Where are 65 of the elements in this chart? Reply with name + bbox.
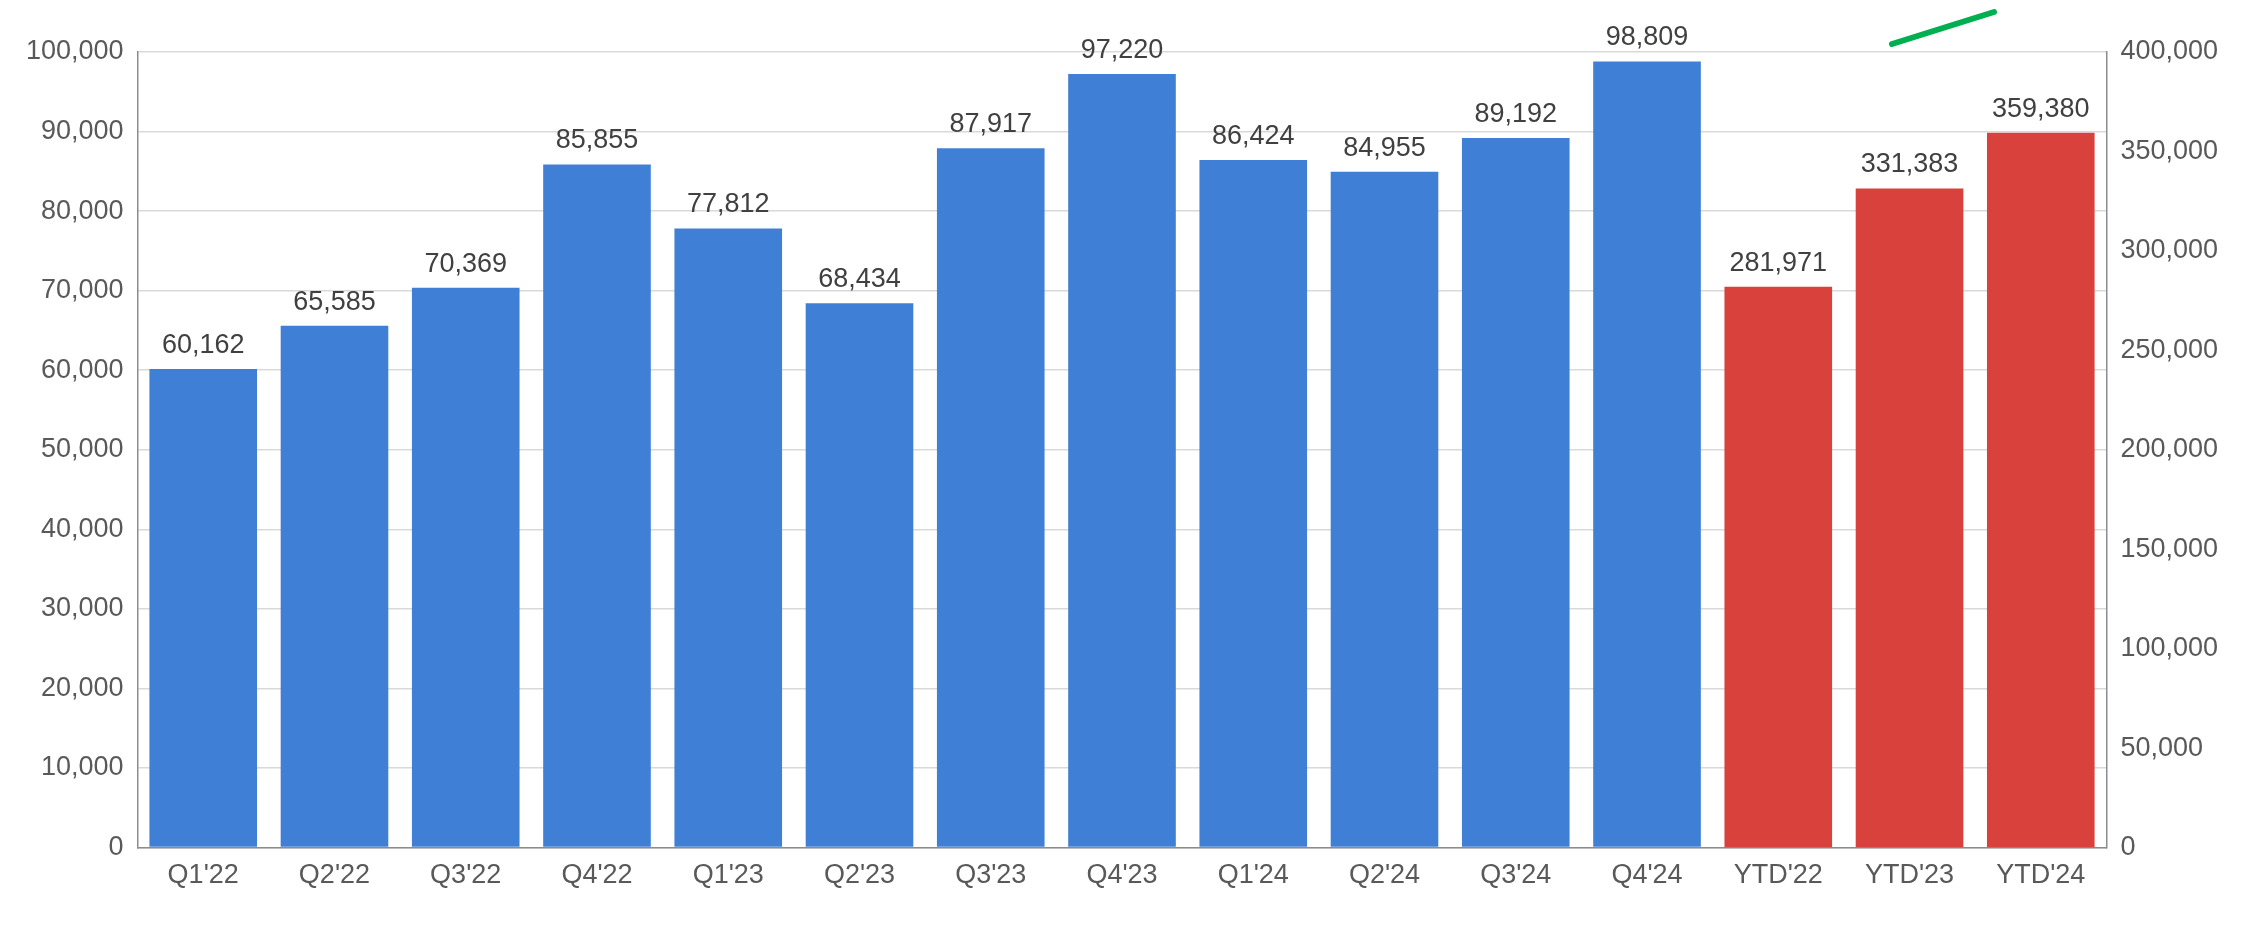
y2-tick-label: 350,000: [2120, 134, 2219, 165]
y-tick-label: 90,000: [41, 115, 124, 146]
x-tick-label: Q3'23: [955, 859, 1027, 890]
data-label: 86,424: [1211, 119, 1295, 150]
y2-tick-label: 50,000: [2120, 731, 2203, 762]
x-tick-label: Q4'22: [561, 859, 633, 890]
data-label: 84,955: [1343, 131, 1426, 162]
y-tick-label: 30,000: [41, 592, 124, 623]
bar: [543, 164, 651, 847]
x-tick-label: Q1'23: [692, 859, 764, 890]
y-tick-label: 50,000: [41, 433, 124, 464]
x-tick-label: Q1'22: [167, 859, 239, 890]
x-tick-label: Q4'23: [1086, 859, 1158, 890]
data-label: 97,220: [1080, 34, 1164, 65]
y-tick-label: 70,000: [41, 274, 124, 305]
x-tick-label: Q3'22: [430, 859, 502, 890]
y-tick-label: 0: [108, 831, 124, 862]
bar: [1330, 171, 1439, 847]
y2-tick-label: 200,000: [2120, 433, 2219, 464]
bar: [1724, 286, 1833, 848]
bar: [1593, 61, 1701, 847]
bar: [805, 303, 914, 847]
x-tick-label: Q3'24: [1480, 859, 1552, 890]
y-tick-label: 60,000: [41, 353, 124, 384]
x-tick-label: Q1'24: [1217, 859, 1289, 890]
x-tick-label: YTD'23: [1864, 859, 1955, 890]
bar: [149, 368, 258, 847]
y2-tick-label: 300,000: [2120, 234, 2219, 265]
y-tick-label: 80,000: [41, 194, 124, 225]
x-tick-label: Q4'24: [1611, 859, 1683, 890]
y-tick-label: 100,000: [25, 35, 124, 66]
data-label: 70,369: [424, 247, 508, 278]
x-tick-label: Q2'23: [823, 859, 896, 890]
bar: [1068, 74, 1176, 847]
data-label: 60,162: [161, 328, 245, 359]
data-label: 85,855: [555, 124, 639, 155]
bar: [1461, 137, 1570, 847]
y-tick-label: 40,000: [41, 512, 124, 543]
y-tick-label: 20,000: [41, 671, 124, 702]
y2-tick-label: 150,000: [2120, 532, 2219, 563]
y2-tick-label: 400,000: [2120, 35, 2219, 66]
bar: [1199, 160, 1308, 847]
bar: [674, 228, 783, 847]
x-tick-label: Q2'24: [1348, 859, 1421, 890]
x-tick-label: YTD'22: [1733, 859, 1823, 890]
data-label: 359,380: [1991, 92, 2090, 123]
data-label: 89,192: [1474, 97, 1558, 128]
bar: [1986, 132, 2095, 848]
x-tick-label: Q2'22: [298, 859, 371, 890]
data-label: 87,917: [949, 108, 1033, 139]
x-tick-label: YTD'24: [1996, 859, 2086, 890]
y2-tick-label: 0: [2120, 831, 2136, 862]
y2-tick-label: 100,000: [2120, 632, 2219, 663]
bar: [1855, 188, 1964, 848]
bar: [280, 325, 389, 847]
bar: [411, 287, 520, 847]
data-label: 331,383: [1860, 148, 1959, 179]
data-label: 281,971: [1729, 246, 1828, 277]
data-label: 65,585: [293, 285, 376, 316]
y-tick-label: 10,000: [41, 751, 124, 782]
data-label: 77,812: [686, 188, 770, 219]
data-label: 98,809: [1605, 21, 1689, 52]
bar: [936, 148, 1045, 847]
y2-tick-label: 250,000: [2120, 333, 2219, 364]
data-label: 68,434: [818, 263, 901, 294]
